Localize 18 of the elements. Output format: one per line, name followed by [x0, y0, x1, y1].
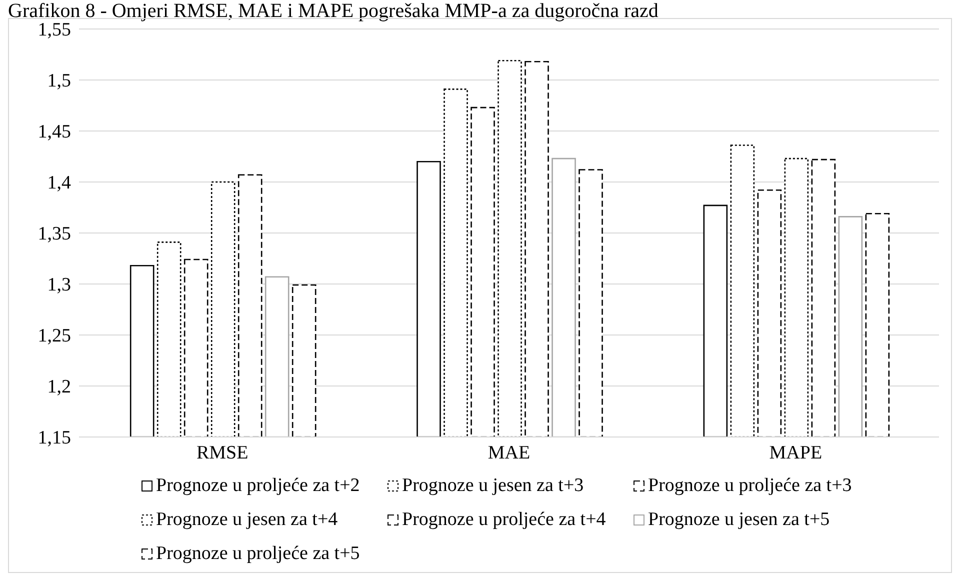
y-tick-label: 1,2 — [47, 376, 71, 398]
legend-label: Prognoze u jesen za t+5 — [648, 509, 830, 531]
legend-label: Prognoze u proljeće za t+4 — [402, 509, 606, 531]
y-tick-label: 1,45 — [38, 122, 71, 143]
legend-label: Prognoze u jesen za t+4 — [156, 509, 338, 531]
y-tick-label: 1,3 — [47, 274, 71, 296]
y-tick-label: 1,5 — [47, 70, 71, 92]
y-tick-label: 1,25 — [38, 326, 71, 347]
y-tick-label: 1,35 — [38, 224, 71, 245]
x-tick-label: MAPE — [769, 442, 822, 464]
legend-label: Prognoze u proljeće za t+3 — [648, 475, 852, 497]
legend-label: Prognoze u jesen za t+3 — [402, 475, 584, 497]
legend-label: Prognoze u proljeće za t+5 — [156, 543, 360, 565]
y-tick-label: 1,4 — [47, 172, 72, 194]
x-tick-label: RMSE — [196, 442, 248, 464]
x-tick-label: MAE — [488, 442, 530, 464]
legend-label: Prognoze u proljeće za t+2 — [156, 475, 360, 497]
y-tick-label: 1,15 — [38, 428, 71, 449]
